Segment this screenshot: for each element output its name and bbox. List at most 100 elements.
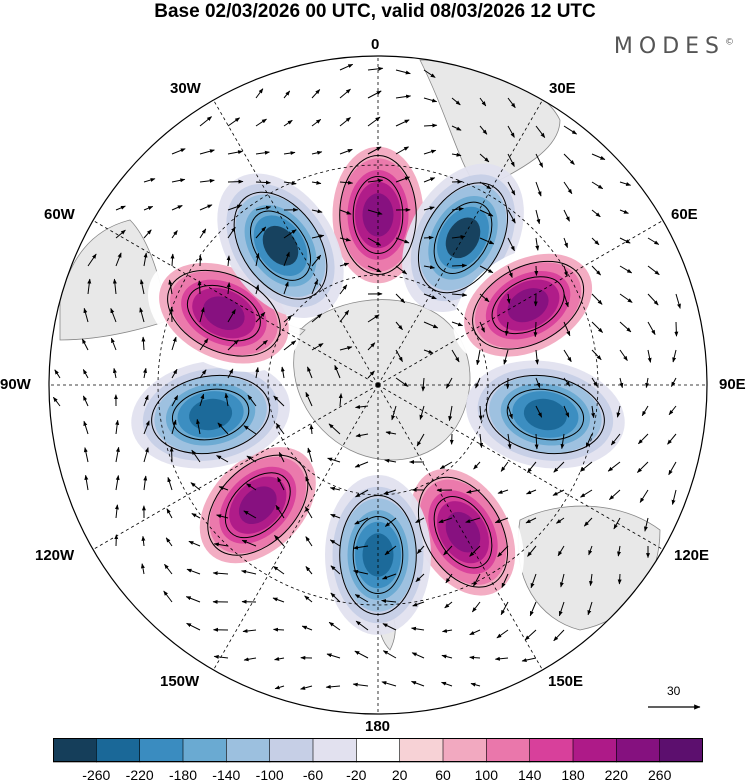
wind-arrow <box>141 336 146 351</box>
pole-dot <box>375 382 381 388</box>
contour-line <box>433 201 493 274</box>
lon-label-60e: 60E <box>671 206 698 223</box>
wind-arrow <box>255 340 268 351</box>
wind-arrow <box>443 545 453 556</box>
wind-arrow <box>167 476 173 491</box>
lon-label-30e: 30E <box>549 80 576 97</box>
wind-arrow <box>307 447 313 463</box>
wind-arrow <box>325 684 341 689</box>
wind-arrow <box>563 153 575 165</box>
wind-arrow <box>171 148 186 155</box>
wind-arrow <box>330 565 341 575</box>
wind-arrow <box>367 146 382 155</box>
wind-arrow <box>163 590 173 603</box>
wind-arrow <box>272 597 285 603</box>
wind-arrow <box>311 89 321 99</box>
wind-arrow <box>416 433 425 447</box>
colorbar-swatch <box>486 738 531 763</box>
wind-arrow <box>84 474 89 491</box>
wind-arrow <box>529 601 537 617</box>
map-title: Base 02/03/2026 00 UTC, valid 08/03/2026… <box>154 1 596 22</box>
wind-arrow <box>339 88 351 99</box>
wind-arrow <box>533 321 538 338</box>
wind-arrow <box>647 237 660 245</box>
wind-arrow <box>591 237 600 246</box>
wind-arrow <box>451 207 464 212</box>
wind-arrow <box>199 307 205 323</box>
lon-label-0: 0 <box>371 36 380 53</box>
wind-arrow <box>311 279 318 295</box>
wind-arrow <box>395 293 406 304</box>
colorbar-tick-label: -140 <box>212 767 241 783</box>
wind-arrow <box>352 682 369 687</box>
lon-label-180: 180 <box>365 718 391 735</box>
colorbar-tick-label: -260 <box>82 767 111 783</box>
wind-arrow <box>311 209 323 214</box>
wind-arrow <box>339 346 353 351</box>
wind-arrow <box>507 125 515 138</box>
wind-arrow <box>354 517 369 525</box>
wind-arrow <box>395 349 403 363</box>
wind-arrow <box>191 513 201 519</box>
wind-arrow <box>247 394 257 407</box>
wind-arrow <box>591 265 601 276</box>
wind-arrow <box>470 682 481 687</box>
wind-arrow <box>423 149 437 155</box>
colorbar-tick-label: 100 <box>474 767 498 783</box>
wind-arrow <box>647 349 652 363</box>
wind-arrow <box>441 681 453 687</box>
wind-arrow <box>255 150 270 155</box>
wind-arrow <box>283 151 296 156</box>
graticule <box>49 56 707 714</box>
wind-arrow <box>419 405 425 420</box>
wind-arrow <box>311 150 323 155</box>
wind-arrow <box>465 517 481 523</box>
wind-arrow <box>311 343 324 351</box>
wind-arrow <box>591 181 604 190</box>
wind-arrow <box>500 601 509 616</box>
wind-arrow <box>501 573 509 589</box>
wind-arrow <box>54 369 61 379</box>
wind-arrow <box>563 377 571 387</box>
wind-arrow <box>255 226 267 239</box>
wind-arrow <box>87 278 92 295</box>
wind-arrow <box>494 656 509 661</box>
wind-arrow <box>385 430 397 435</box>
wind-arrow <box>224 392 229 407</box>
wind-arrow <box>647 265 660 276</box>
wind-arrow <box>212 571 229 576</box>
wind-arrow <box>500 461 509 472</box>
wind-arrow <box>255 312 266 323</box>
wind-arrow <box>535 125 546 138</box>
wind-arrow <box>283 229 297 239</box>
wind-arrow <box>305 536 313 547</box>
wind-arrow <box>534 265 539 276</box>
wind-arrow <box>115 419 120 435</box>
contour-line <box>352 176 404 254</box>
wind-arrow <box>466 489 481 494</box>
wind-arrow <box>246 483 257 491</box>
wind-arrow <box>185 596 201 603</box>
wind-arrow <box>527 545 537 557</box>
wind-arrow <box>112 278 117 295</box>
meridian-line <box>377 384 664 550</box>
wind-arrow <box>171 230 178 239</box>
colorbar-swatch <box>96 738 141 763</box>
wind-arrow <box>423 235 434 240</box>
wind-arrow <box>619 293 633 303</box>
wind-arrow <box>171 178 186 183</box>
wind-arrow <box>354 594 369 603</box>
wind-arrow <box>451 349 460 363</box>
wind-arrow <box>423 206 435 211</box>
wind-vectors <box>53 63 681 690</box>
lon-label-60w: 60W <box>44 206 75 223</box>
wind-arrow <box>328 621 341 631</box>
wind-arrow <box>421 377 426 392</box>
wind-arrow <box>227 226 236 239</box>
wind-arrow <box>353 545 369 550</box>
wind-arrow <box>301 625 313 631</box>
wind-arrow <box>559 573 565 588</box>
wind-arrow <box>143 205 154 211</box>
brand-text: MODES <box>613 34 725 59</box>
contour-line <box>186 284 261 342</box>
